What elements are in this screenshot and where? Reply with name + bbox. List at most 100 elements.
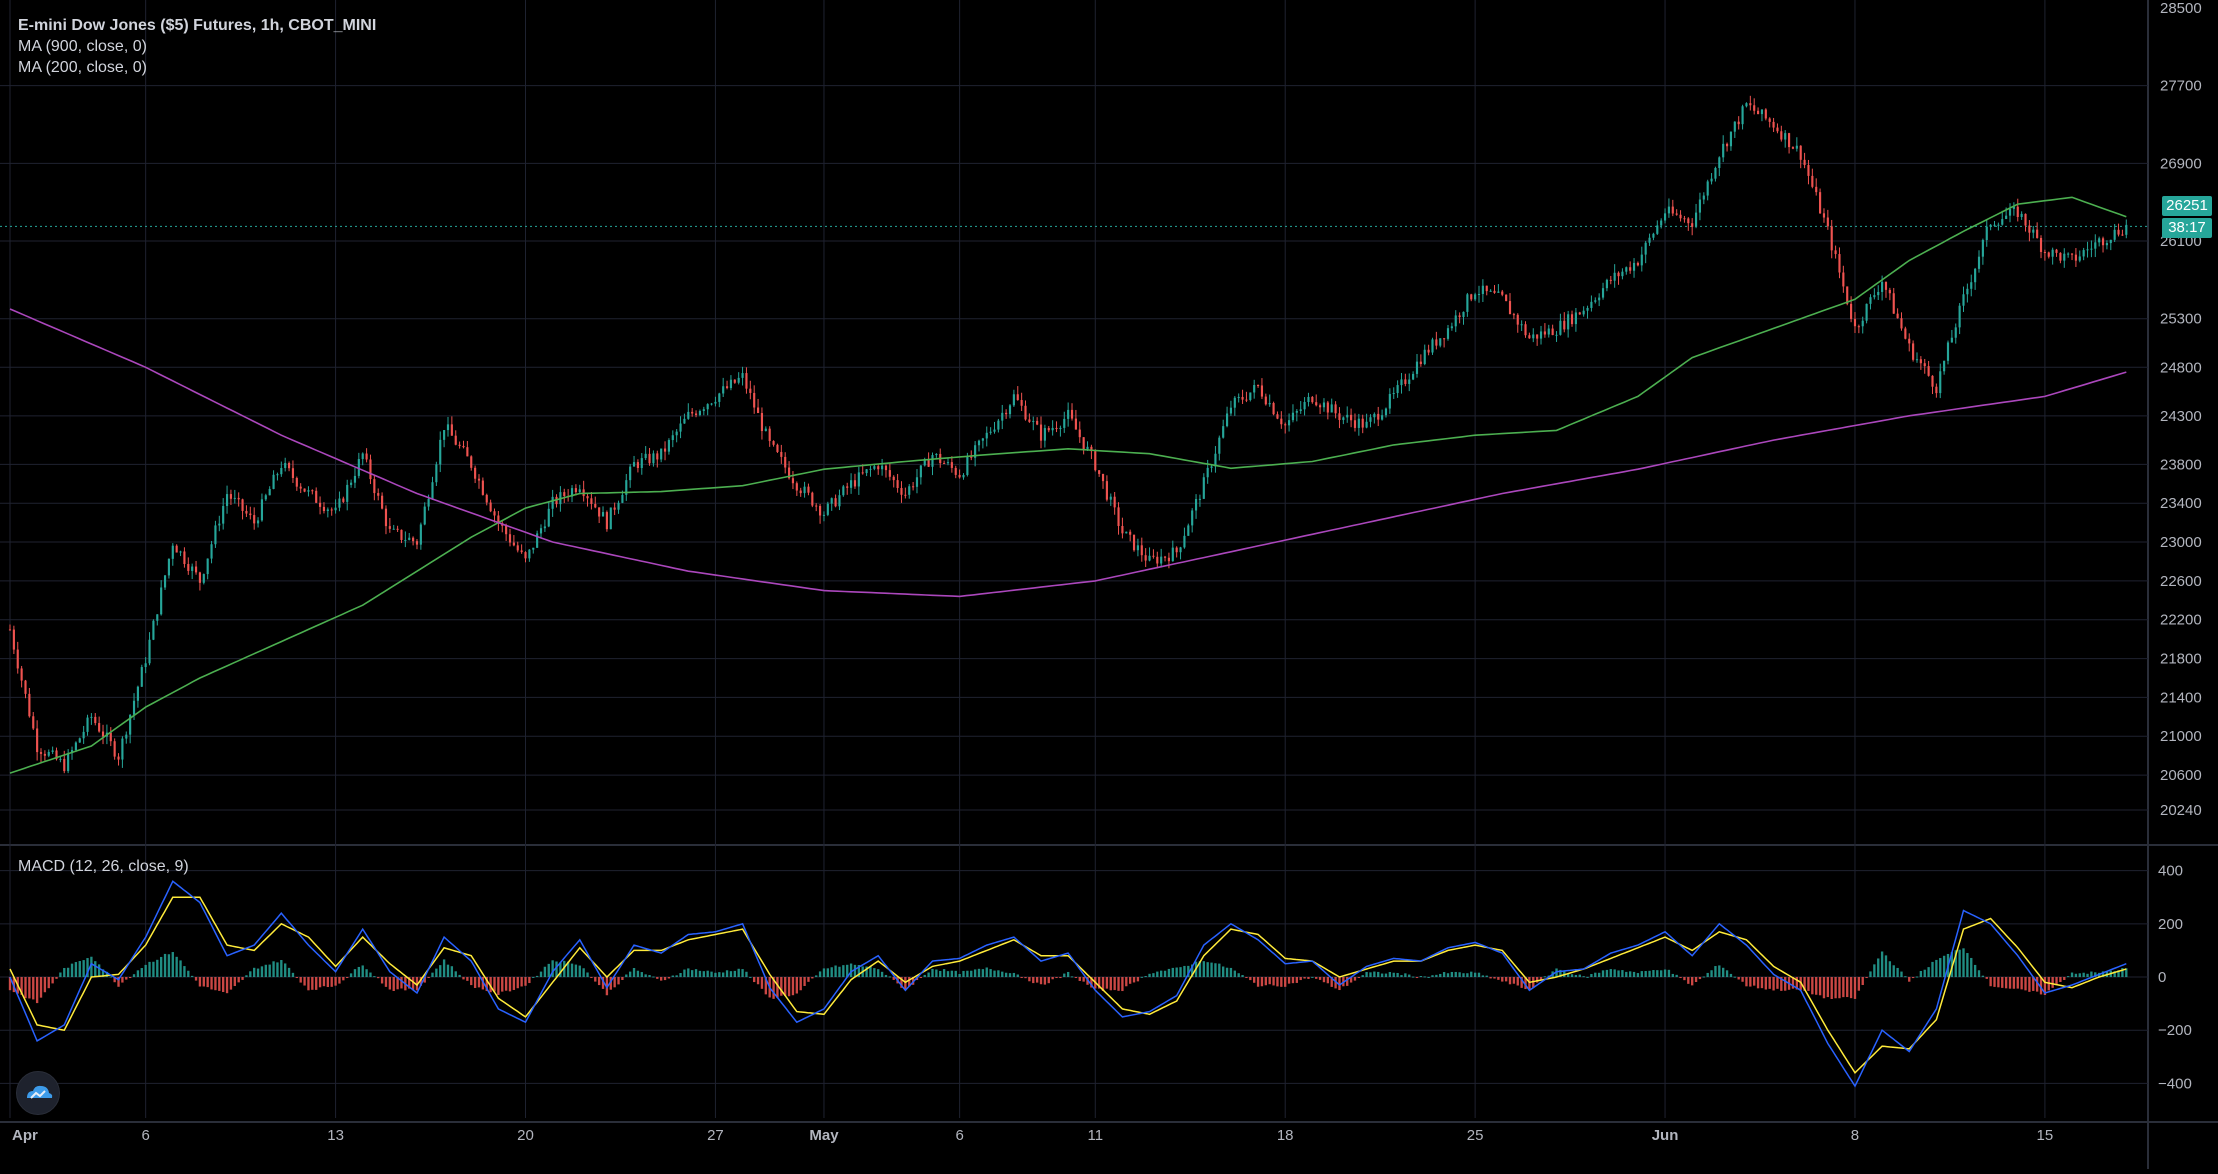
macd-histogram-bar xyxy=(2074,973,2078,978)
macd-histogram-bar xyxy=(1818,977,1822,996)
candle-body xyxy=(1361,418,1364,428)
macd-histogram-bar xyxy=(2070,972,2074,978)
candle-body xyxy=(1160,556,1163,564)
macd-histogram-bar xyxy=(1004,972,1008,978)
macd-histogram-bar xyxy=(1307,977,1310,979)
macd-histogram-bar xyxy=(8,977,12,991)
candle-body xyxy=(1981,240,1984,257)
candle-body xyxy=(94,716,97,724)
macd-histogram-bar xyxy=(1939,958,1942,978)
candle-body xyxy=(1822,213,1826,218)
candle-body xyxy=(218,523,221,526)
macd-histogram-bar xyxy=(396,977,399,990)
candle-body xyxy=(1671,206,1674,214)
candle-body xyxy=(768,428,771,442)
candle-body xyxy=(605,512,608,530)
macd-histogram-bar xyxy=(24,977,27,999)
candle-body xyxy=(287,462,291,469)
macd-histogram-bar xyxy=(1183,965,1186,978)
candle-body xyxy=(1067,409,1070,419)
macd-histogram-bar xyxy=(167,954,171,978)
candle-body xyxy=(1396,385,1399,394)
macd-tick-label: −400 xyxy=(2158,1075,2192,1092)
macd-histogram-bar xyxy=(1989,977,1992,987)
macd-histogram-bar xyxy=(807,977,810,982)
candle-body xyxy=(101,731,105,737)
ma-200-line xyxy=(9,308,2127,598)
macd-histogram-bar xyxy=(873,968,876,978)
candle-body xyxy=(1966,288,1969,295)
candle-body xyxy=(745,373,748,389)
candle-body xyxy=(1206,467,1209,478)
candle-body xyxy=(1830,226,1833,251)
macd-histogram-bar xyxy=(415,977,419,991)
candle-body xyxy=(86,717,89,732)
macd-histogram-bar xyxy=(1380,973,1384,978)
macd-histogram-bar xyxy=(1016,974,1019,978)
candle-body xyxy=(1179,547,1182,553)
macd-histogram-bar xyxy=(853,964,857,978)
candle-body xyxy=(640,458,643,469)
macd-histogram-bar xyxy=(1942,955,1946,978)
candle-body xyxy=(601,512,605,517)
candle-body xyxy=(722,386,725,394)
macd-histogram-bar xyxy=(760,977,764,989)
tradingview-cloud-icon[interactable] xyxy=(16,1071,60,1115)
macd-histogram-bar xyxy=(869,966,872,978)
candle-body xyxy=(1381,415,1384,420)
macd-histogram-bar xyxy=(1299,977,1302,981)
candle-body xyxy=(1210,466,1213,468)
candle-body xyxy=(1423,349,1426,365)
candle-body xyxy=(1260,385,1264,397)
candle-body xyxy=(16,649,19,669)
candle-body xyxy=(1714,167,1717,179)
candle-body xyxy=(935,453,938,456)
candle-body xyxy=(691,411,694,414)
macd-histogram-bar xyxy=(380,977,384,984)
macd-histogram-bar xyxy=(675,975,678,978)
price-tick-label: 21000 xyxy=(2160,728,2202,745)
macd-histogram-bar xyxy=(811,977,814,979)
macd-histogram-bar xyxy=(578,965,581,978)
candle-body xyxy=(819,505,822,516)
macd-histogram-bar xyxy=(454,971,457,978)
macd-histogram-bar xyxy=(1477,972,1481,978)
candle-body xyxy=(179,551,182,553)
candle-body xyxy=(1070,409,1074,419)
candle-body xyxy=(1005,412,1008,415)
macd-histogram-bar xyxy=(82,960,85,978)
macd-histogram-bar xyxy=(1687,977,1690,984)
candle-body xyxy=(20,668,23,681)
candle-body xyxy=(163,575,167,588)
candle-body xyxy=(1760,109,1764,115)
macd-histogram-bar xyxy=(1807,977,1810,991)
candle-body xyxy=(1946,342,1950,361)
chart-legend: E-mini Dow Jones ($5) Futures, 1h, CBOT_… xyxy=(18,15,376,78)
macd-histogram-bar xyxy=(1822,977,1826,999)
macd-histogram-bar xyxy=(1101,977,1105,992)
candle-body xyxy=(1307,396,1310,402)
candle-body xyxy=(741,373,744,378)
macd-histogram-bar xyxy=(691,970,694,978)
candle-body xyxy=(648,453,651,464)
candle-body xyxy=(1788,133,1791,148)
macd-histogram-bar xyxy=(1105,977,1109,989)
candle-body xyxy=(1950,337,1953,343)
candle-body xyxy=(1644,242,1647,255)
macd-histogram-bar xyxy=(361,965,364,978)
macd-histogram-bar xyxy=(528,977,531,984)
candle-body xyxy=(1443,338,1446,340)
candle-body xyxy=(1365,421,1368,428)
macd-histogram-bar xyxy=(1935,959,1938,978)
candle-body xyxy=(1167,557,1170,562)
candle-body xyxy=(803,486,806,494)
candle-body xyxy=(1784,133,1787,140)
last-price-tag: 26251 xyxy=(2162,196,2212,216)
macd-histogram-bar xyxy=(1113,977,1116,991)
candle-body xyxy=(1640,254,1643,266)
macd-histogram-bar xyxy=(1869,971,1872,978)
macd-histogram-bar xyxy=(2051,977,2054,988)
candle-body xyxy=(811,492,814,506)
